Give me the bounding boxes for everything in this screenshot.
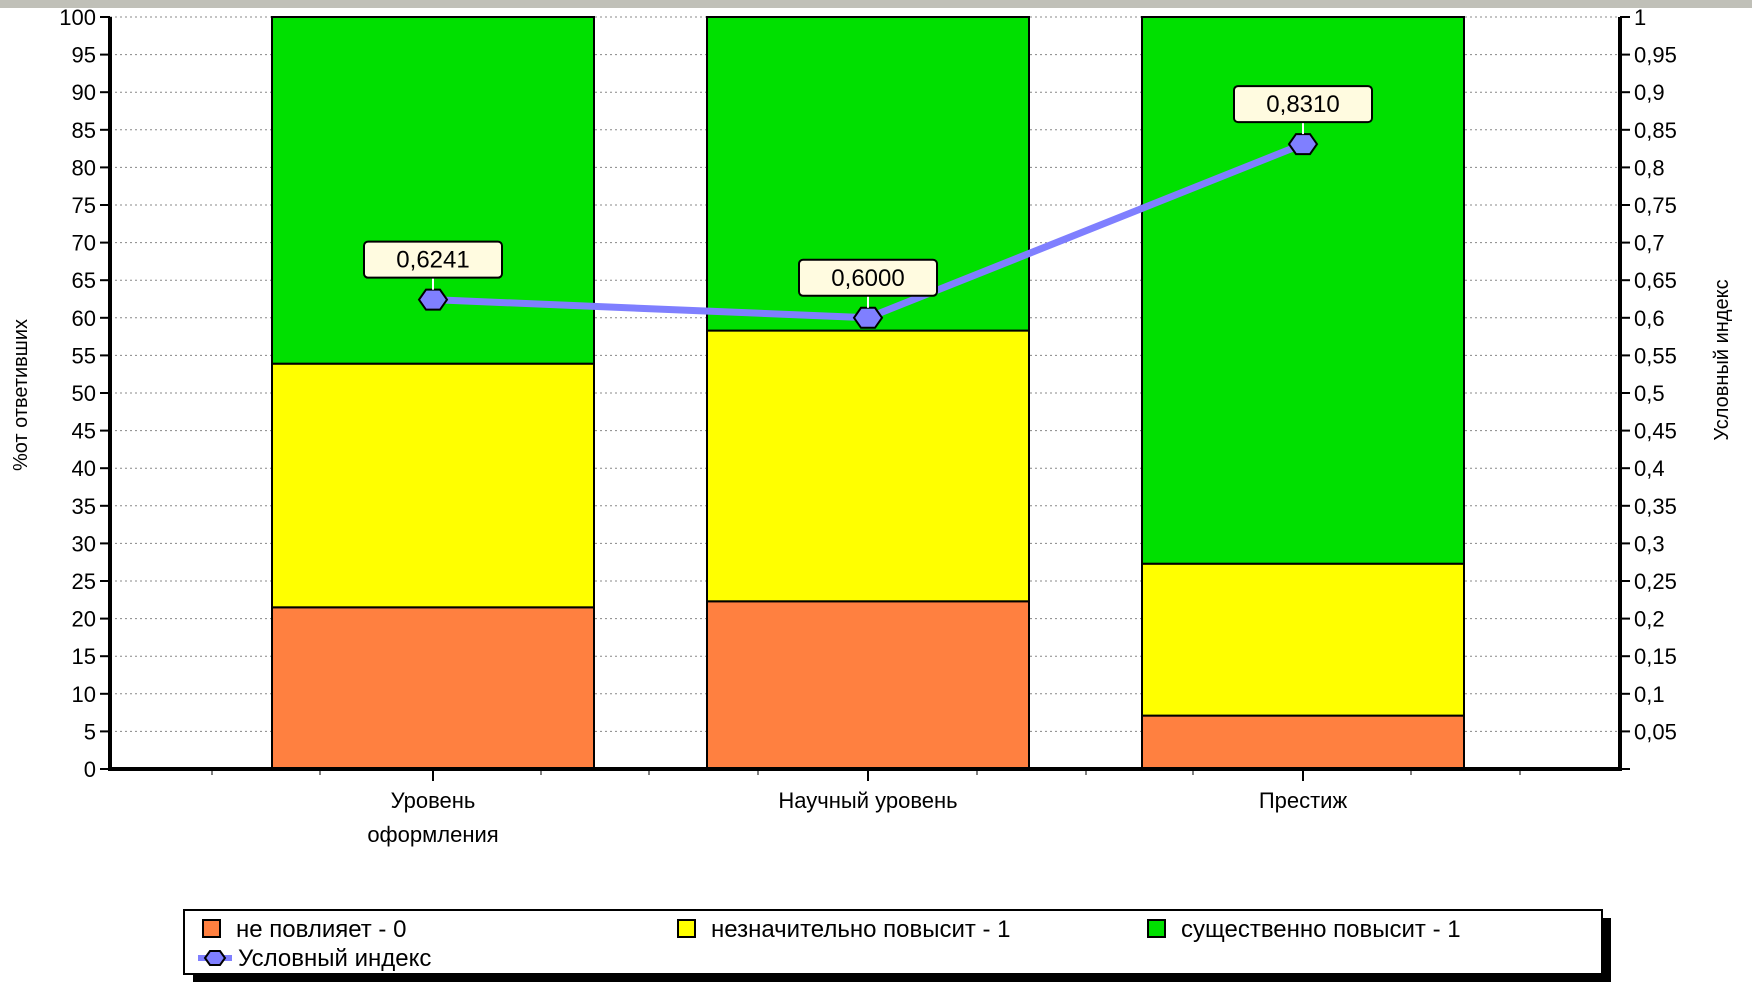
- y-tick-label: 20: [72, 607, 96, 632]
- bar-segment: [1141, 714, 1465, 770]
- y2-tick-label: 0,7: [1634, 231, 1665, 256]
- y-tick-label: 60: [72, 306, 96, 331]
- y-tick-label: 10: [72, 682, 96, 707]
- legend-box: [183, 909, 1603, 975]
- y2-tick-label: 0,1: [1634, 682, 1665, 707]
- y2-tick-label: 0,35: [1634, 494, 1677, 519]
- index-value-box: [363, 240, 503, 279]
- y2-tick-label: 1: [1634, 5, 1646, 30]
- index-value-label: 0,6241: [396, 247, 469, 274]
- y-tick-label: 30: [72, 531, 96, 556]
- legend-swatch: [1147, 919, 1166, 938]
- legend-label: Условный индекс: [238, 945, 431, 972]
- y-tick-label: 70: [72, 231, 96, 256]
- y-tick-label: 0: [84, 757, 96, 782]
- legend-label: не повлияет - 0: [236, 916, 406, 943]
- index-value-box: [1233, 85, 1373, 124]
- y-tick-label: 50: [72, 381, 96, 406]
- y2-tick-label: 0,45: [1634, 419, 1677, 444]
- index-marker: [417, 288, 449, 311]
- category-label: Престиж: [1259, 788, 1348, 813]
- y-tick-label: 100: [59, 5, 96, 30]
- legend-swatch: [202, 919, 221, 938]
- index-marker: [1287, 133, 1319, 156]
- y-tick-label: 90: [72, 80, 96, 105]
- y-tick-label: 15: [72, 644, 96, 669]
- y2-tick-label: 0,5: [1634, 381, 1665, 406]
- y-tick-label: 65: [72, 268, 96, 293]
- index-marker: [852, 306, 884, 329]
- y2-tick-label: 0,05: [1634, 719, 1677, 744]
- category-labels: Уровень оформления Научный уровень Престиж: [367, 788, 1347, 847]
- top-band: [0, 0, 1752, 8]
- y2-tick-label: 0,9: [1634, 80, 1665, 105]
- y2-tick-label: 0,95: [1634, 43, 1677, 68]
- y2-tick-label: 0,85: [1634, 118, 1677, 143]
- category-label: Уровень: [391, 788, 476, 813]
- y2-tick-label: 0,2: [1634, 607, 1665, 632]
- legend: не повлияет - 0 незначительно повысит - 1…: [183, 909, 1611, 982]
- y-tick-label: 25: [72, 569, 96, 594]
- y2-tick-label: 0,25: [1634, 569, 1677, 594]
- y-tick-label: 80: [72, 155, 96, 180]
- bar-segment: [706, 329, 1030, 603]
- bar-segment: [271, 16, 595, 365]
- legend-label: незначительно повысит - 1: [711, 916, 1011, 943]
- y2-tick-label: 0,3: [1634, 531, 1665, 556]
- y2-axis-title: Условный индекс: [1711, 279, 1733, 440]
- y2-tick-label: 0,6: [1634, 306, 1665, 331]
- index-value-box: [798, 258, 938, 297]
- y-tick-label: 5: [84, 719, 96, 744]
- y-tick-label: 45: [72, 419, 96, 444]
- y2-tick-label: 0,65: [1634, 268, 1677, 293]
- bar-segment: [706, 600, 1030, 771]
- y-tick-label: 85: [72, 118, 96, 143]
- y-tick-label: 75: [72, 193, 96, 218]
- y-axis-ticks: 0 5 10 15 20 25 30 35 40 45 50 55 60 65 70 75 80 85 90 95 10…: [59, 5, 110, 782]
- y2-tick-label: 0,8: [1634, 155, 1665, 180]
- category-label: Научный уровень: [778, 788, 957, 813]
- legend-swatch: [677, 919, 696, 938]
- y-axis-title: %от ответивших: [10, 319, 32, 471]
- bar-segment: [1141, 562, 1465, 717]
- legend-line-marker: [203, 950, 227, 966]
- index-line: 0,6241 0,6000 0,8310: [363, 85, 1373, 329]
- category-label: оформления: [367, 822, 498, 847]
- y-tick-label: 35: [72, 494, 96, 519]
- y-tick-label: 95: [72, 43, 96, 68]
- index-value-label: 0,8310: [1266, 91, 1339, 118]
- bar-segment: [271, 362, 595, 609]
- y-tick-label: 55: [72, 343, 96, 368]
- index-value-label: 0,6000: [831, 265, 904, 292]
- y2-tick-label: 0,4: [1634, 456, 1665, 481]
- bar-segment: [271, 606, 595, 770]
- y2-tick-label: 0,15: [1634, 644, 1677, 669]
- bars: [271, 16, 1465, 771]
- y-tick-label: 40: [72, 456, 96, 481]
- y2-tick-label: 0,75: [1634, 193, 1677, 218]
- legend-label: существенно повысит - 1: [1181, 916, 1461, 943]
- y2-tick-label: 0,55: [1634, 343, 1677, 368]
- y2-axis-ticks: 0,05 0,1 0,15 0,2 0,25 0,3 0,35 0,4 0,45 0,5 0,55 0…: [1620, 5, 1677, 770]
